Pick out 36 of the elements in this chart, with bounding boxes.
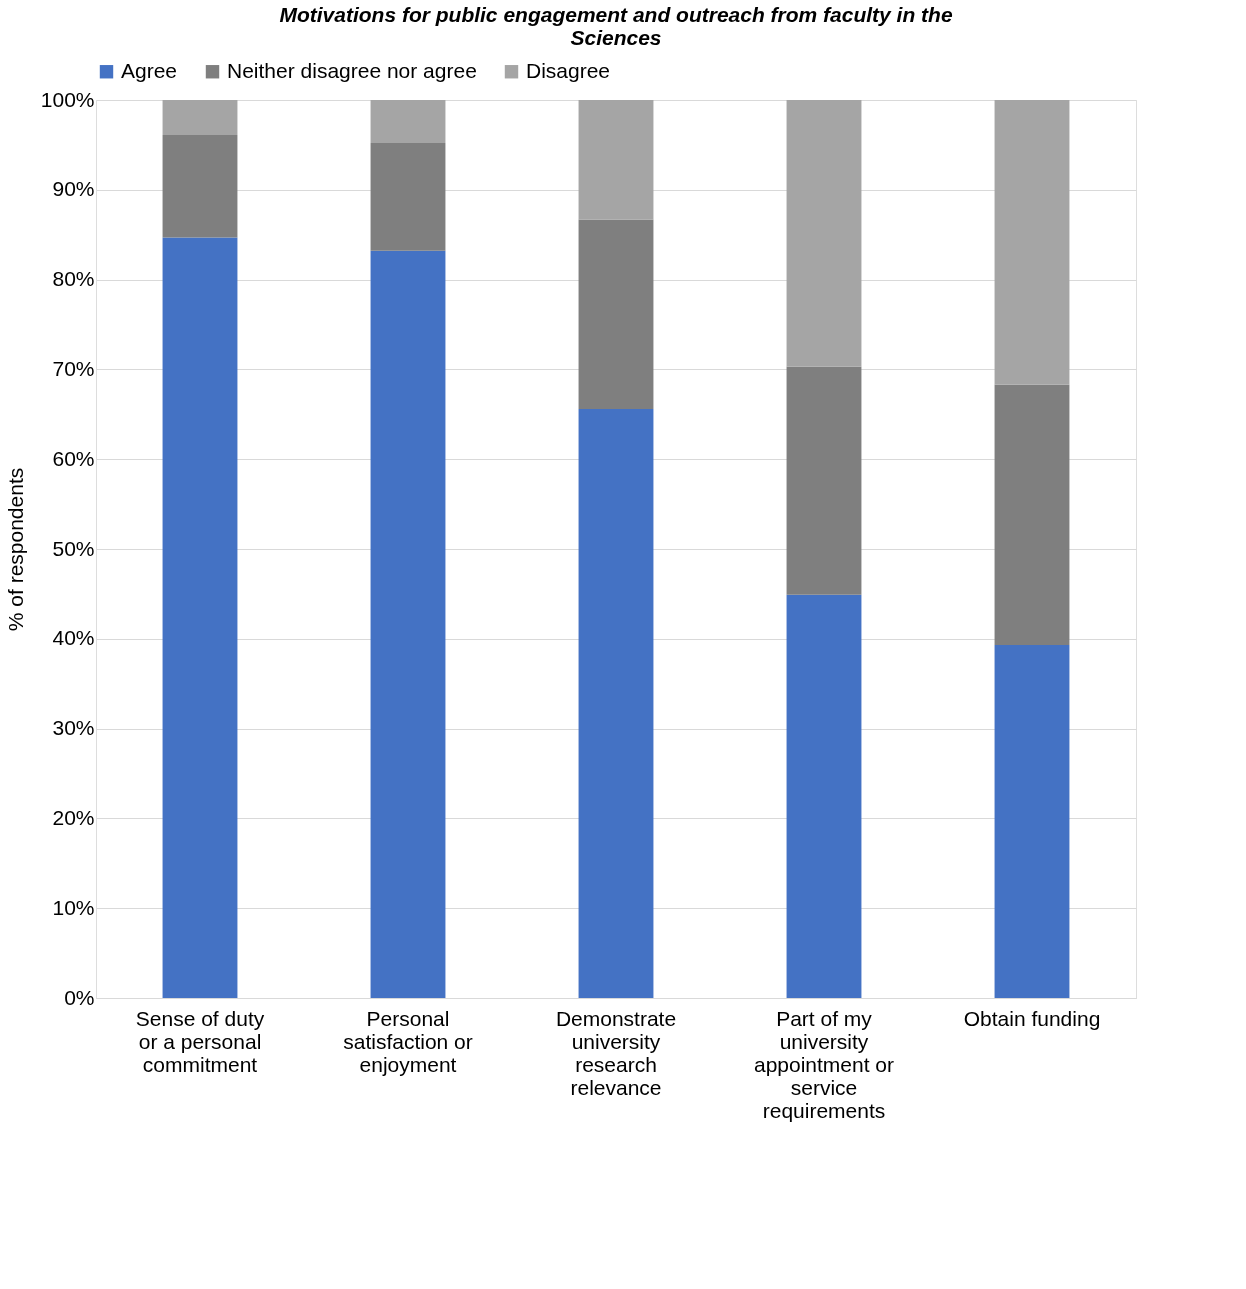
bar <box>578 100 654 220</box>
bar <box>162 237 238 998</box>
chart-title: Motivations for public engagement and outreach from faculty in the Sciences <box>279 3 953 49</box>
bar <box>994 384 1070 646</box>
bar <box>994 100 1070 385</box>
bar <box>578 219 654 409</box>
legend-label: Agree <box>121 58 178 82</box>
y-tick-label: 40% <box>52 626 95 650</box>
y-tick-label: 20% <box>52 805 95 829</box>
bar <box>994 645 1070 998</box>
y-tick-label: 0% <box>64 985 95 1009</box>
y-tick-label: 10% <box>52 895 95 919</box>
x-tick-label: Demonstrate university research relevance <box>555 1006 677 1099</box>
bar <box>370 100 446 144</box>
y-tick-label: 50% <box>52 536 95 560</box>
x-tick-label: Sense of duty or a personal commitment <box>135 1006 265 1076</box>
y-tick-label: 100% <box>40 87 95 111</box>
legend-label: Neither disagree nor agree <box>227 58 477 82</box>
y-tick-label: 30% <box>52 716 95 740</box>
y-axis-title: % of respondents <box>3 467 27 632</box>
legend-label: Disagree <box>526 58 611 82</box>
bar <box>578 408 654 998</box>
bar <box>786 100 862 367</box>
bar <box>162 100 238 136</box>
bar <box>162 135 238 238</box>
x-tick-label: Obtain funding <box>963 1006 1101 1030</box>
y-tick-label: 80% <box>52 267 95 291</box>
y-tick-label: 60% <box>52 446 95 470</box>
bar <box>370 143 446 251</box>
y-tick-label: 90% <box>52 177 95 201</box>
x-tick-label: Part of my university appointment or service requirements <box>753 1006 895 1122</box>
bar <box>786 594 862 998</box>
bar <box>370 250 446 998</box>
y-tick-label: 70% <box>52 356 95 380</box>
bar <box>786 366 862 595</box>
x-tick-label: Personal satisfaction or enjoyment <box>343 1006 473 1076</box>
